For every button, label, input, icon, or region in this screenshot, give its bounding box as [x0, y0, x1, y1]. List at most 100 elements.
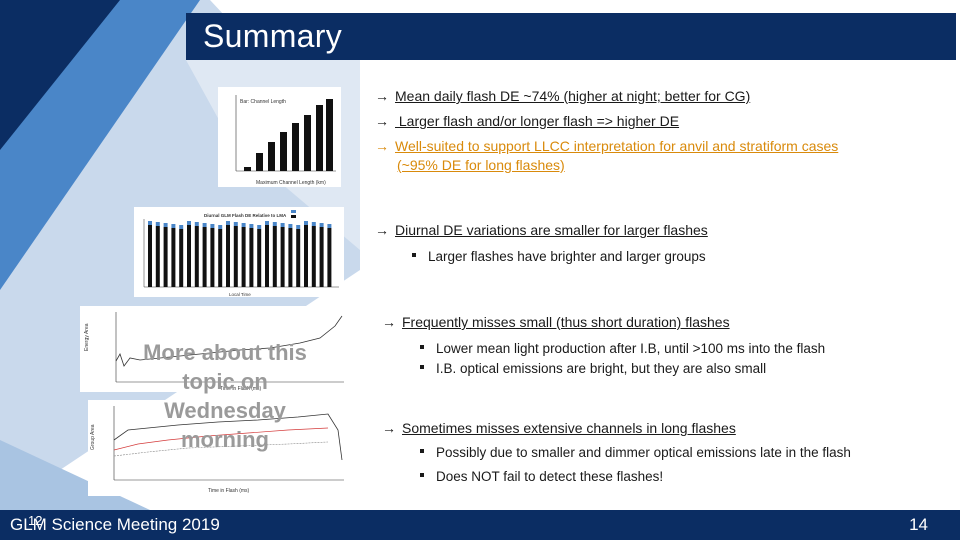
diurnal-bar-cap [179, 225, 184, 229]
diurnal-bar [187, 225, 191, 287]
diurnal-bar-cap [163, 223, 168, 227]
diurnal-chart-svg: Diurnal GLM Flash DE Relative to LMA Loc… [143, 210, 339, 297]
sub-bullet-text: Lower mean light production after I.B, u… [436, 341, 826, 356]
diurnal-bar [327, 228, 332, 287]
sub-bullet-sometimes-1: Possibly due to smaller and dimmer optic… [420, 445, 851, 460]
sub-bullet-sometimes-2: Does NOT fail to detect these flashes! [420, 469, 663, 484]
line-chart-top-svg: Energy Area Time in Flash (ms) [84, 312, 344, 392]
diurnal-bar-cap [194, 222, 199, 226]
bullet-text: Mean daily flash DE ~74% (higher at nigh… [395, 88, 751, 104]
diurnal-bar [226, 225, 230, 287]
bar [268, 142, 275, 171]
diurnal-bar-cap [304, 221, 308, 225]
footer-meeting-name: GLM Science Meeting 2019 [10, 515, 220, 534]
diurnal-bar [319, 227, 324, 287]
diurnal-bar [249, 228, 254, 287]
square-bullet-icon [420, 365, 424, 370]
sub-bullet-text: Does NOT fail to detect these flashes! [436, 469, 664, 484]
diurnal-chart-xlabel: Local Time [229, 292, 251, 297]
bar [304, 115, 311, 171]
diurnal-bar [311, 226, 316, 287]
diurnal-bar [148, 225, 152, 287]
bullet-text: Well-suited to support LLCC interpretati… [395, 138, 839, 154]
bullet-sometimes: → Sometimes misses extensive channels in … [382, 420, 736, 436]
diurnal-bar-cap [249, 224, 254, 228]
diurnal-bar [288, 228, 293, 287]
sub-bullet-frequent-2: I.B. optical emissions are bright, but t… [420, 361, 766, 376]
bar [316, 105, 323, 171]
diurnal-bar [296, 229, 301, 287]
diurnal-bar-cap [226, 221, 230, 225]
diurnal-bar [202, 227, 207, 287]
arrow-icon: → [375, 113, 389, 129]
diurnal-bar-cap [155, 222, 160, 226]
diurnal-bar [155, 226, 160, 287]
square-bullet-icon [420, 345, 424, 350]
arrow-icon: → [375, 88, 389, 104]
diurnal-bar-cap [265, 221, 269, 225]
overlay-note: More about this topic on Wednesday morni… [143, 340, 307, 452]
diurnal-bar [210, 228, 215, 287]
line-chart-top-thumbnail: Energy Area Time in Flash (ms) [80, 306, 348, 392]
group-line-grey [113, 441, 329, 457]
legend-swatch-blue [291, 210, 296, 213]
diurnal-bar [218, 229, 223, 287]
diurnal-bar [280, 227, 285, 287]
bullet-text: Sometimes misses extensive channels in l… [402, 420, 736, 436]
diurnal-bar-cap [319, 223, 324, 227]
arrow-icon: → [375, 138, 389, 154]
diurnal-bar-cap [327, 224, 332, 228]
line-top-ylabel: Energy Area [84, 323, 90, 351]
diurnal-bar-cap [210, 224, 215, 228]
bar [256, 153, 263, 171]
sub-bullet-frequent-1: Lower mean light production after I.B, u… [420, 341, 825, 356]
bullet-text: Larger flash and/or longer flash => high… [395, 113, 680, 129]
line-bottom-xlabel: Time in Flash (ms) [208, 488, 250, 494]
diurnal-bar [171, 228, 176, 287]
line-chart-bottom-thumbnail: Group Area Time in Flash (ms) [88, 400, 348, 496]
bullet-diurnal: → Diurnal DE variations are smaller for l… [375, 222, 708, 238]
diurnal-bar [163, 227, 168, 287]
diurnal-bar [241, 227, 246, 287]
legend-swatch-black [291, 215, 296, 218]
bar [326, 99, 333, 171]
line-bottom-ylabel: Group Area [90, 424, 96, 450]
diurnal-bar-cap [148, 221, 152, 225]
diurnal-bar-cap [311, 222, 316, 226]
diurnal-chart-title: Diurnal GLM Flash DE Relative to LMA [204, 213, 287, 218]
bullet-larger-flash: → Larger flash and/or longer flash => hi… [375, 113, 679, 129]
bullet-mean-de: → Mean daily flash DE ~74% (higher at nig… [375, 88, 750, 104]
bullet-text: (~95% DE for long flashes) [397, 157, 565, 173]
diurnal-bar-cap [171, 224, 176, 228]
diurnal-bar-cap [202, 223, 207, 227]
diurnal-bar-cap [218, 225, 223, 229]
diurnal-bar [194, 226, 199, 287]
diurnal-bar [304, 225, 308, 287]
diurnal-bar-cap [233, 222, 238, 226]
square-bullet-icon [420, 449, 424, 454]
bar-chart-svg: Bar: Channel Length Maximum Channel Leng… [235, 95, 336, 186]
line-chart-bottom-svg: Group Area Time in Flash (ms) [90, 406, 344, 494]
sub-bullet-text: Larger flashes have brighter and larger … [428, 249, 706, 264]
bullet-frequently: → Frequently misses small (thus short dur… [382, 314, 730, 330]
page-title: Summary [203, 18, 343, 54]
bar [244, 167, 251, 171]
bg-dark-triangle [0, 0, 120, 150]
bullet-well-suited-cont: (~95% DE for long flashes) [397, 157, 565, 173]
bar [280, 132, 287, 171]
bar-chart-thumbnail: Bar: Channel Length Maximum Channel Leng… [218, 87, 341, 187]
diurnal-chart-thumbnail: Diurnal GLM Flash DE Relative to LMA Loc… [134, 207, 344, 297]
bullet-well-suited: → Well-suited to support LLCC interpretat… [375, 138, 838, 154]
bullet-text: Diurnal DE variations are smaller for la… [395, 222, 708, 238]
diurnal-bar [233, 226, 238, 287]
bar-chart-legend: Bar: Channel Length [240, 99, 286, 105]
group-line-red [113, 427, 329, 451]
footer-slide-number: 12 [28, 513, 43, 528]
diurnal-bar-cap [241, 223, 246, 227]
diurnal-bar-cap [296, 225, 301, 229]
sub-bullet-diurnal: Larger flashes have brighter and larger … [412, 249, 706, 264]
diurnal-bar [265, 225, 269, 287]
diurnal-bar-cap [187, 221, 191, 225]
diurnal-bar-cap [272, 222, 277, 226]
energy-line [115, 315, 343, 367]
